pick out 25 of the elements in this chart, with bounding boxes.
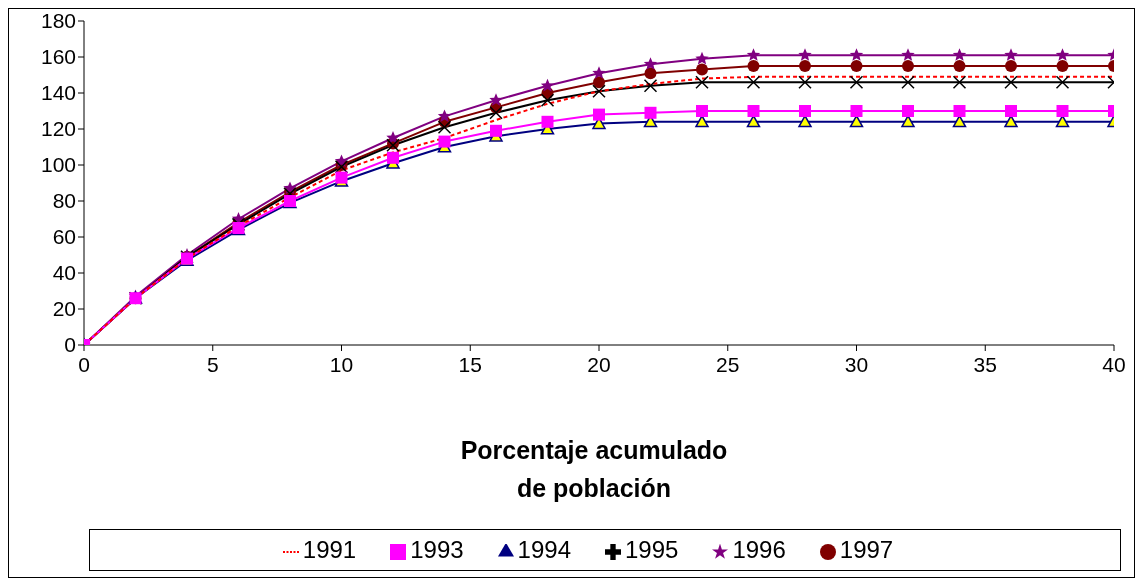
legend-label: 1993 bbox=[410, 536, 464, 563]
y-tick-label: 80 bbox=[52, 189, 76, 213]
legend-label: 1995 bbox=[625, 536, 679, 563]
y-tick-label: 160 bbox=[40, 45, 76, 69]
legend-label: 1996 bbox=[732, 536, 786, 563]
x-tick-label: 30 bbox=[844, 352, 869, 376]
x-tick-label: 15 bbox=[458, 352, 482, 376]
y-tick-label: 100 bbox=[40, 153, 76, 177]
y-tick-label: 0 bbox=[64, 333, 76, 357]
y-tick-label: 120 bbox=[40, 117, 76, 141]
y-tick-label: 140 bbox=[40, 81, 76, 105]
y-tick-label: 40 bbox=[52, 261, 76, 285]
y-tick-label: 180 bbox=[40, 9, 76, 33]
x-axis-title: Porcentaje acumulado de población bbox=[459, 435, 729, 504]
y-tick-label: 20 bbox=[52, 297, 76, 321]
x-tick-label: 10 bbox=[329, 352, 354, 376]
y-tick-label: 60 bbox=[52, 225, 76, 249]
x-tick-label: 40 bbox=[1102, 352, 1126, 376]
legend-label: 1994 bbox=[517, 536, 571, 563]
x-tick-label: 20 bbox=[587, 352, 611, 376]
x-tick-label: 35 bbox=[973, 352, 997, 376]
legend-label: 1997 bbox=[839, 536, 894, 563]
legend-label: 1991 bbox=[302, 536, 357, 563]
x-tick-label: 5 bbox=[206, 352, 219, 376]
x-tick-label: 25 bbox=[716, 352, 740, 376]
